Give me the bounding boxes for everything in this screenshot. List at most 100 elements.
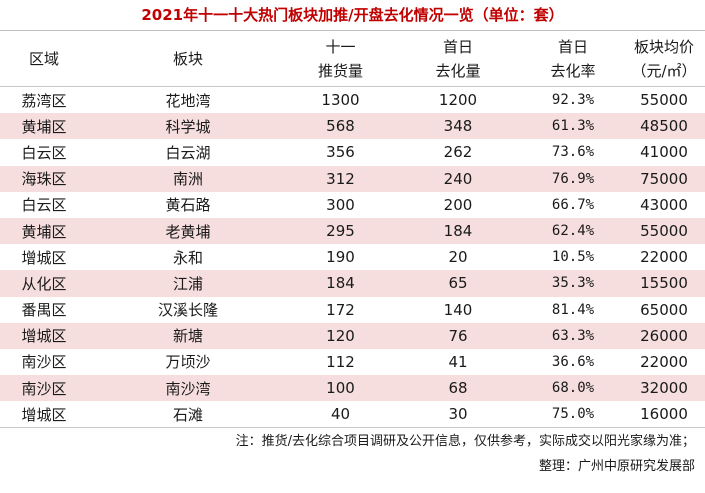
cell-region: 白云区 bbox=[21, 196, 67, 215]
cell-supply: 120 bbox=[326, 326, 355, 345]
header-block-label: 板块 bbox=[172, 49, 203, 68]
table-row: 从化区 江浦 184 65 35.3% 15500 bbox=[0, 270, 705, 297]
table-title: 2021年十一十大热门板块加推/开盘去化情况一览（单位：套） bbox=[0, 0, 705, 31]
cell-supply: 184 bbox=[326, 274, 355, 293]
header-supply-line1: 十一 bbox=[325, 37, 356, 56]
table-footer: 注：推货/去化综合项目调研及公开信息，仅供参考，实际成交以阳光家缘为准； 整理：… bbox=[0, 427, 705, 479]
cell-region: 增城区 bbox=[21, 248, 67, 267]
header-price-line2: （元/㎡） bbox=[631, 61, 697, 80]
cell-region: 增城区 bbox=[21, 327, 67, 346]
cell-sold: 1200 bbox=[438, 91, 478, 110]
header-supply: 十一 推货量 bbox=[288, 31, 393, 86]
table-row: 荔湾区 花地湾 1300 1200 92.3% 55000 bbox=[0, 87, 705, 113]
cell-block: 新塘 bbox=[172, 327, 203, 346]
cell-sold: 76 bbox=[448, 326, 468, 345]
cell-region: 白云区 bbox=[21, 143, 67, 162]
header-price: 板块均价 （元/㎡） bbox=[623, 31, 705, 86]
cell-supply: 100 bbox=[326, 379, 355, 398]
cell-sold: 184 bbox=[443, 222, 473, 241]
cell-price: 41000 bbox=[640, 143, 688, 162]
cell-region: 从化区 bbox=[21, 274, 67, 293]
table-row: 增城区 新塘 120 76 63.3% 26000 bbox=[0, 322, 705, 349]
cell-price: 48500 bbox=[640, 117, 688, 136]
cell-supply: 40 bbox=[330, 405, 351, 424]
cell-rate: 62.4% bbox=[551, 223, 595, 240]
header-price-line1: 板块均价 bbox=[633, 37, 694, 56]
table-header: 区域 板块 十一 推货量 首日 去化量 首日 去化率 板块均价 （元/㎡） bbox=[0, 31, 705, 87]
table-row: 增城区 永和 190 20 10.5% 22000 bbox=[0, 244, 705, 270]
cell-price: 75000 bbox=[640, 169, 688, 188]
cell-block: 老黄埔 bbox=[165, 222, 211, 241]
cell-block: 永和 bbox=[172, 248, 203, 267]
cell-price: 65000 bbox=[640, 300, 688, 319]
cell-block: 汉溪长隆 bbox=[157, 301, 218, 320]
cell-price: 22000 bbox=[640, 352, 688, 371]
cell-rate: 75.0% bbox=[551, 406, 595, 423]
header-region: 区域 bbox=[0, 31, 88, 86]
cell-supply: 356 bbox=[326, 143, 355, 162]
table-row: 番禺区 汉溪长隆 172 140 81.4% 65000 bbox=[0, 297, 705, 323]
cell-block: 黄石路 bbox=[165, 196, 211, 215]
cell-price: 15500 bbox=[640, 274, 688, 293]
cell-rate: 68.0% bbox=[551, 380, 595, 397]
cell-price: 16000 bbox=[640, 405, 688, 424]
cell-block: 科学城 bbox=[165, 117, 211, 136]
table-body: 荔湾区 花地湾 1300 1200 92.3% 55000 黄埔区 科学城 568 348 61.3… bbox=[0, 87, 705, 427]
cell-rate: 73.6% bbox=[551, 144, 595, 161]
cell-supply: 172 bbox=[326, 300, 355, 319]
header-supply-line2: 推货量 bbox=[317, 61, 363, 80]
table-row: 黄埔区 科学城 568 348 61.3% 48500 bbox=[0, 113, 705, 140]
cell-rate: 92.3% bbox=[551, 92, 595, 109]
footnote: 注：推货/去化综合项目调研及公开信息，仅供参考，实际成交以阳光家缘为准； bbox=[235, 434, 695, 450]
cell-supply: 1300 bbox=[321, 91, 360, 110]
cell-region: 黄埔区 bbox=[21, 222, 67, 241]
cell-sold: 262 bbox=[443, 143, 473, 162]
cell-region: 南沙区 bbox=[21, 379, 67, 398]
cell-region: 黄埔区 bbox=[21, 117, 67, 136]
cell-block: 花地湾 bbox=[165, 91, 211, 110]
cell-sold: 65 bbox=[448, 274, 468, 293]
cell-sold: 30 bbox=[448, 405, 468, 424]
cell-block: 南沙湾 bbox=[165, 379, 211, 398]
cell-block: 石滩 bbox=[172, 405, 203, 424]
table-row: 海珠区 南洲 312 240 76.9% 75000 bbox=[0, 165, 705, 192]
table-row: 南沙区 南沙湾 100 68 68.0% 32000 bbox=[0, 375, 705, 402]
cell-supply: 112 bbox=[326, 352, 355, 371]
cell-region: 增城区 bbox=[21, 405, 67, 424]
cell-supply: 295 bbox=[326, 222, 355, 241]
header-rate-line2: 去化率 bbox=[550, 61, 596, 80]
cell-sold: 41 bbox=[448, 352, 468, 371]
header-sold: 首日 去化量 bbox=[393, 31, 523, 86]
header-sold-line1: 首日 bbox=[442, 37, 473, 56]
header-region-label: 区域 bbox=[28, 49, 59, 68]
table-row: 黄埔区 老黄埔 295 184 62.4% 55000 bbox=[0, 217, 705, 245]
cell-block: 万顷沙 bbox=[165, 353, 211, 372]
header-rate-line1: 首日 bbox=[557, 37, 588, 56]
cell-price: 55000 bbox=[640, 91, 688, 110]
cell-rate: 35.3% bbox=[551, 275, 595, 292]
cell-rate: 36.6% bbox=[551, 353, 595, 370]
cell-region: 南沙区 bbox=[21, 353, 67, 372]
cell-block: 江浦 bbox=[172, 274, 203, 293]
table-row: 白云区 黄石路 300 200 66.7% 43000 bbox=[0, 192, 705, 218]
cell-sold: 240 bbox=[443, 169, 473, 188]
cell-sold: 140 bbox=[443, 300, 473, 319]
source-credit: 整理：广州中原研究发展部 bbox=[538, 459, 695, 475]
cell-rate: 81.4% bbox=[551, 301, 595, 318]
cell-supply: 312 bbox=[326, 169, 355, 188]
cell-supply: 190 bbox=[326, 248, 355, 267]
cell-rate: 76.9% bbox=[551, 170, 595, 187]
cell-sold: 68 bbox=[448, 379, 468, 398]
cell-supply: 568 bbox=[326, 117, 355, 136]
cell-block: 白云湖 bbox=[165, 143, 211, 162]
cell-sold: 20 bbox=[448, 248, 468, 267]
cell-price: 43000 bbox=[640, 195, 688, 214]
cell-region: 荔湾区 bbox=[21, 91, 67, 110]
header-block: 板块 bbox=[88, 31, 288, 86]
cell-region: 海珠区 bbox=[21, 170, 67, 189]
cell-price: 22000 bbox=[640, 248, 688, 267]
cell-rate: 66.7% bbox=[551, 196, 595, 213]
cell-region: 番禺区 bbox=[21, 301, 67, 320]
cell-price: 32000 bbox=[640, 379, 688, 398]
